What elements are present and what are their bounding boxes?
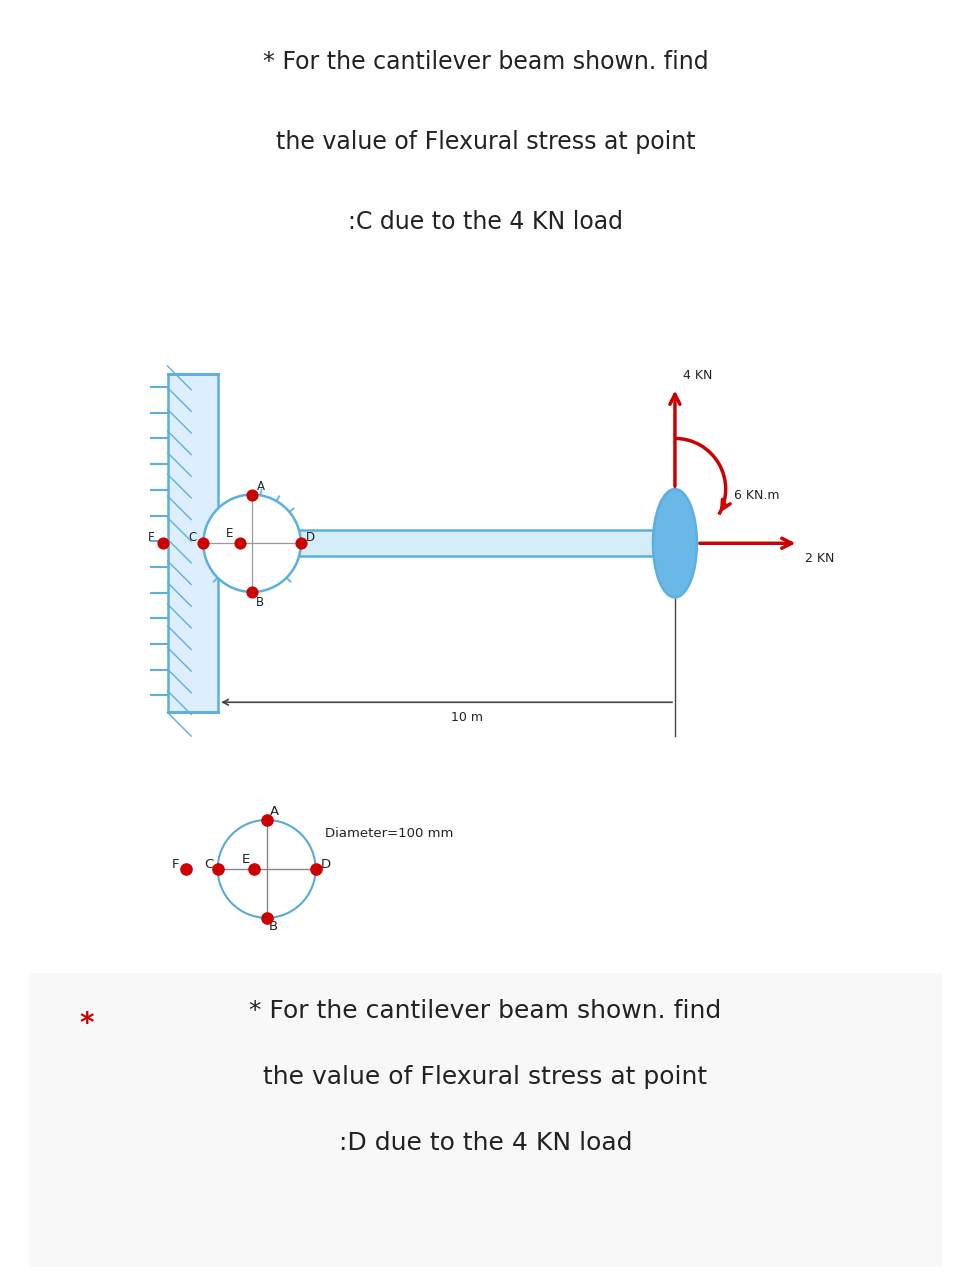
Bar xyxy=(168,374,218,713)
Point xyxy=(247,859,262,879)
Bar xyxy=(218,530,675,556)
Text: the value of Flexural stress at point: the value of Flexural stress at point xyxy=(263,1065,708,1089)
Text: 4 KN: 4 KN xyxy=(683,369,713,383)
Text: E: E xyxy=(242,852,251,867)
Point xyxy=(195,532,211,553)
Text: Diameter=100 mm: Diameter=100 mm xyxy=(325,827,453,840)
Text: 6 KN.m: 6 KN.m xyxy=(734,489,780,502)
Text: D: D xyxy=(306,531,315,544)
Text: C: C xyxy=(204,858,214,870)
Text: 2 KN: 2 KN xyxy=(805,552,834,566)
Text: B: B xyxy=(255,596,263,609)
Point xyxy=(210,859,225,879)
Text: B: B xyxy=(269,920,279,933)
Point xyxy=(293,532,309,553)
Text: * For the cantilever beam shown. find: * For the cantilever beam shown. find xyxy=(263,50,708,73)
Circle shape xyxy=(203,494,301,591)
FancyBboxPatch shape xyxy=(20,966,951,1275)
Point xyxy=(178,859,193,879)
Point xyxy=(259,908,275,928)
Circle shape xyxy=(218,820,316,918)
Point xyxy=(245,581,260,602)
Text: F: F xyxy=(148,531,154,544)
Point xyxy=(259,810,275,831)
Point xyxy=(155,532,171,553)
Text: A: A xyxy=(270,805,280,818)
Point xyxy=(245,484,260,504)
Point xyxy=(308,859,323,879)
Text: A: A xyxy=(256,480,265,494)
Text: C: C xyxy=(188,531,197,544)
Point xyxy=(232,532,248,553)
Text: :C due to the 4 KN load: :C due to the 4 KN load xyxy=(348,210,623,233)
Text: * For the cantilever beam shown. find: * For the cantilever beam shown. find xyxy=(250,998,721,1023)
Text: 10 m: 10 m xyxy=(451,712,483,724)
Text: the value of Flexural stress at point: the value of Flexural stress at point xyxy=(276,129,695,154)
Text: D: D xyxy=(320,858,330,870)
Text: :D due to the 4 KN load: :D due to the 4 KN load xyxy=(339,1132,632,1155)
Text: F: F xyxy=(172,858,180,870)
Text: *: * xyxy=(80,1010,94,1038)
Ellipse shape xyxy=(653,489,697,598)
Text: E: E xyxy=(226,526,234,539)
